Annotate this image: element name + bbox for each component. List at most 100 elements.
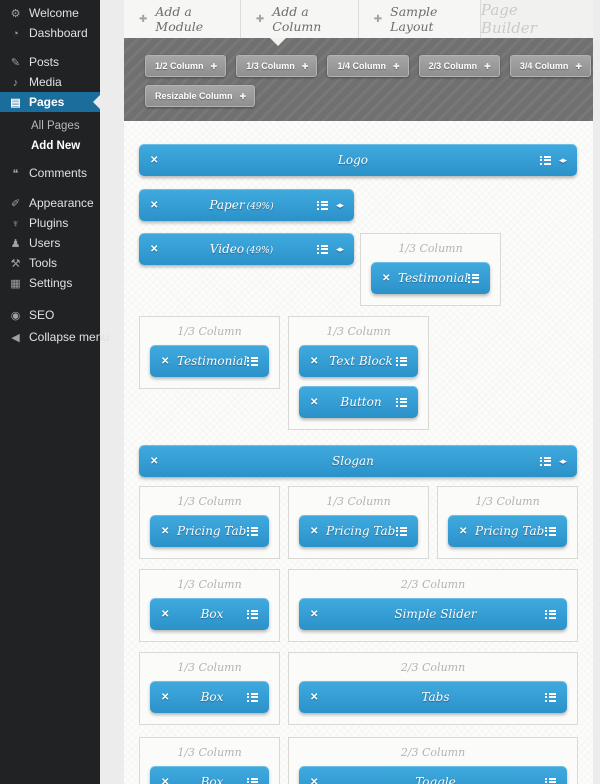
toolbar-row: Resizable Column ✚ [145, 85, 593, 107]
close-icon[interactable]: ✕ [310, 776, 319, 784]
resizable-column-button[interactable]: Resizable Column ✚ [145, 85, 256, 107]
close-icon[interactable]: ✕ [150, 154, 159, 166]
column-one-third[interactable]: 1/3 Column ✕ Box [139, 737, 280, 784]
close-icon[interactable]: ✕ [150, 455, 159, 467]
close-icon[interactable]: ✕ [459, 525, 468, 537]
close-icon[interactable]: ✕ [161, 776, 170, 784]
sidebar-item-collapse-menu[interactable]: ◀ Collapse menu [0, 327, 109, 347]
settings-list-icon[interactable] [539, 456, 551, 466]
drag-move-icon: ✚ [484, 61, 491, 71]
column-label: 1/3 Column [177, 495, 242, 508]
sidebar-item-plugins[interactable]: ♆ Plugins [0, 213, 100, 233]
settings-list-icon[interactable] [316, 200, 328, 210]
third-column-button[interactable]: 1/3 Column ✚ [236, 55, 318, 77]
column-one-third[interactable]: 1/3 Column ✕ Box [139, 652, 280, 725]
settings-list-icon[interactable] [468, 273, 479, 283]
tab-label: Add a Column [272, 4, 322, 34]
close-icon[interactable]: ✕ [310, 396, 319, 408]
module-paper[interactable]: ✕ Paper (49%) ◂▸ [139, 189, 354, 221]
module-button[interactable]: ✕ Button [299, 386, 418, 418]
module-toggle[interactable]: ✕ Toggle [299, 766, 567, 784]
settings-list-icon[interactable] [247, 526, 258, 536]
column-two-thirds[interactable]: 2/3 Column ✕ Simple Slider [288, 569, 578, 642]
module-pricing-table[interactable]: ✕ Pricing Table [299, 515, 418, 547]
settings-list-icon[interactable] [396, 356, 407, 366]
resize-icon[interactable]: ◂▸ [335, 243, 344, 254]
settings-list-icon[interactable] [545, 609, 556, 619]
close-icon[interactable]: ✕ [150, 243, 159, 255]
sidebar-item-welcome[interactable]: ⚙ Welcome [0, 3, 100, 23]
sidebar-item-comments[interactable]: ❝ Comments [0, 163, 100, 183]
settings-list-icon[interactable] [316, 244, 328, 254]
module-logo[interactable]: ✕ Logo ◂▸ [139, 144, 577, 176]
module-label: Text Block [329, 354, 393, 368]
submenu-item-all-pages[interactable]: All Pages [31, 120, 80, 132]
builder-tabbar: ✚ Add a Module ✚ Add a Column ✚ Sample L… [124, 0, 593, 38]
module-box[interactable]: ✕ Box [150, 766, 269, 784]
module-video[interactable]: ✕ Video (49%) ◂▸ [139, 233, 354, 265]
sidebar-item-users[interactable]: ♟ Users [0, 233, 100, 253]
settings-list-icon[interactable] [396, 397, 407, 407]
settings-list-icon[interactable] [247, 692, 258, 702]
settings-list-icon[interactable] [247, 777, 258, 784]
module-label: Logo [337, 153, 369, 167]
close-icon[interactable]: ✕ [310, 608, 319, 620]
column-one-third[interactable]: 1/3 Column ✕ Pricing Table [437, 486, 578, 559]
settings-list-icon[interactable] [545, 777, 556, 784]
column-one-third[interactable]: 1/3 Column ✕ Testimonial [139, 316, 280, 389]
sidebar-item-seo[interactable]: ◉ SEO [0, 305, 100, 325]
close-icon[interactable]: ✕ [310, 525, 319, 537]
close-icon[interactable]: ✕ [382, 272, 391, 284]
module-slogan[interactable]: ✕ Slogan ◂▸ [139, 445, 577, 477]
column-one-third[interactable]: 1/3 Column ✕ Pricing Table [139, 486, 280, 559]
settings-list-icon[interactable] [545, 692, 556, 702]
sidebar-item-tools[interactable]: ⚒ Tools [0, 253, 100, 273]
module-text-block[interactable]: ✕ Text Block [299, 345, 418, 377]
sidebar-item-settings[interactable]: ▦ Settings [0, 273, 100, 293]
half-column-button[interactable]: 1/2 Column ✚ [145, 55, 227, 77]
sidebar-item-posts[interactable]: ✎ Posts [0, 52, 100, 72]
resize-icon[interactable]: ◂▸ [558, 154, 567, 165]
module-tabs[interactable]: ✕ Tabs [299, 681, 567, 713]
close-icon[interactable]: ✕ [150, 199, 159, 211]
sidebar-item-appearance[interactable]: ✐ Appearance [0, 193, 100, 213]
settings-list-icon[interactable] [539, 155, 551, 165]
close-icon[interactable]: ✕ [161, 525, 170, 537]
module-simple-slider[interactable]: ✕ Simple Slider [299, 598, 567, 630]
module-label: Testimonial [398, 271, 468, 285]
module-pricing-table[interactable]: ✕ Pricing Table [150, 515, 269, 547]
settings-list-icon[interactable] [545, 526, 556, 536]
three-quarters-column-button[interactable]: 3/4 Column ✚ [509, 55, 592, 77]
resize-icon[interactable]: ◂▸ [558, 455, 567, 466]
module-box[interactable]: ✕ Box [150, 681, 269, 713]
close-icon[interactable]: ✕ [310, 355, 319, 367]
module-box[interactable]: ✕ Box [150, 598, 269, 630]
tab-add-a-column[interactable]: ✚ Add a Column [240, 0, 359, 38]
column-one-third[interactable]: 1/3 Column ✕ Pricing Table [288, 486, 429, 559]
module-testimonial[interactable]: ✕ Testimonial [371, 262, 490, 294]
quarter-column-button[interactable]: 1/4 Column ✚ [327, 55, 409, 77]
settings-list-icon[interactable] [247, 356, 258, 366]
close-icon[interactable]: ✕ [161, 691, 170, 703]
resize-icon[interactable]: ◂▸ [335, 199, 344, 210]
column-two-thirds[interactable]: 2/3 Column ✕ Toggle ✕ [288, 737, 578, 784]
module-testimonial[interactable]: ✕ Testimonial [150, 345, 269, 377]
sidebar-item-dashboard[interactable]: ◔ Dashboard [0, 23, 100, 43]
drag-move-icon: ✚ [210, 61, 218, 71]
module-pricing-table[interactable]: ✕ Pricing Table [448, 515, 567, 547]
column-one-third[interactable]: 1/3 Column ✕ Testimonial [360, 233, 501, 306]
tab-sample-layout[interactable]: ✚ Sample Layout [358, 0, 481, 38]
sidebar-item-media[interactable]: ♪ Media [0, 72, 100, 92]
sidebar-item-pages[interactable]: ▤ Pages [0, 92, 100, 112]
close-icon[interactable]: ✕ [161, 608, 170, 620]
column-one-third[interactable]: 1/3 Column ✕ Box [139, 569, 280, 642]
tab-add-a-module[interactable]: ✚ Add a Module [124, 0, 241, 38]
close-icon[interactable]: ✕ [310, 691, 319, 703]
column-two-thirds[interactable]: 2/3 Column ✕ Tabs [288, 652, 578, 725]
settings-list-icon[interactable] [247, 609, 258, 619]
two-thirds-column-button[interactable]: 2/3 Column ✚ [418, 55, 500, 77]
submenu-item-add-new[interactable]: Add New [31, 140, 81, 152]
column-one-third[interactable]: 1/3 Column ✕ Text Block ✕ Button [288, 316, 429, 430]
close-icon[interactable]: ✕ [161, 355, 170, 367]
settings-list-icon[interactable] [396, 526, 407, 536]
